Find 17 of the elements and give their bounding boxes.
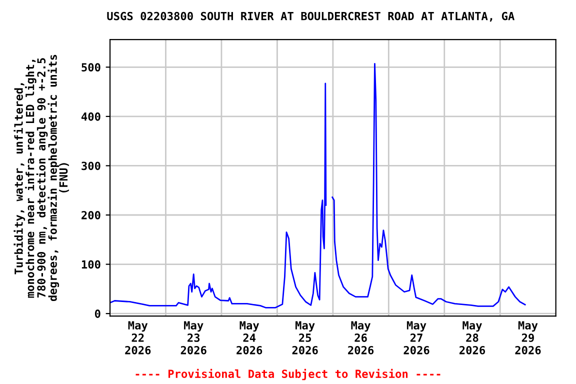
x-tick-label: May 27 2026 bbox=[404, 321, 430, 354]
x-tick-label: May 22 2026 bbox=[125, 321, 151, 354]
y-tick-label: 300 bbox=[82, 162, 100, 170]
x-tick-label: May 25 2026 bbox=[292, 321, 318, 354]
chart-title: USGS 02203800 SOUTH RIVER AT BOULDERCREST ROAD AT ATLANTA, GA bbox=[107, 12, 514, 22]
y-tick-label: 500 bbox=[82, 63, 100, 72]
x-tick-label: May 28 2026 bbox=[459, 321, 486, 354]
x-tick-label: May 23 2026 bbox=[180, 321, 206, 354]
y-tick-label: 200 bbox=[82, 210, 100, 220]
x-tick-label: May 29 2026 bbox=[515, 321, 541, 354]
y-tick-label: 400 bbox=[81, 112, 100, 121]
y-tick-label: 100 bbox=[82, 260, 100, 269]
y-axis-title: Turbidity, water, unfiltered, monochrome near infra-red LED light, 780-900 nm, detection angle 90 +-2.5 degrees, formazin nephelometric units (FNU) bbox=[14, 54, 69, 302]
y-tick-label: 0 bbox=[94, 310, 100, 318]
x-tick-label: May 24 2026 bbox=[236, 321, 262, 354]
text: ---- Provisional Data Subject to Revision ---- bbox=[136, 368, 440, 380]
x-tick-label: May 26 2026 bbox=[348, 321, 374, 354]
